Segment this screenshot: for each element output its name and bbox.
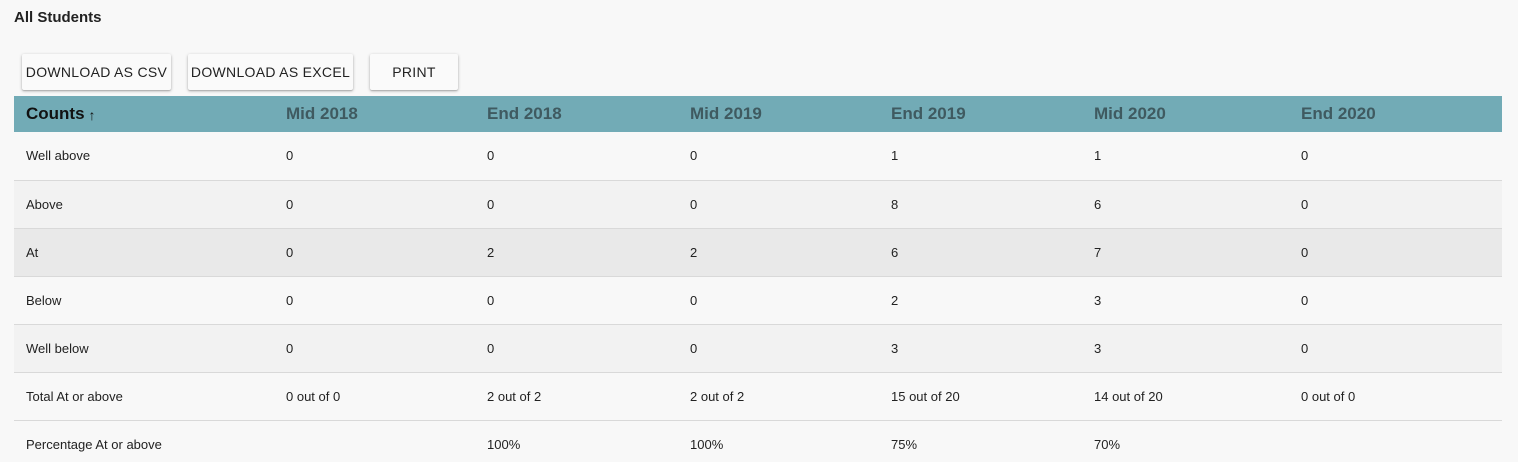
- column-header-end-2020[interactable]: End 2020: [1301, 104, 1376, 123]
- results-table: Counts ↑ Mid 2018 End 2018 Mid 2019 End 2…: [14, 96, 1502, 462]
- table-cell: 2 out of 2: [487, 388, 542, 404]
- row-label: Above: [26, 196, 63, 212]
- download-excel-button[interactable]: DOWNLOAD AS EXCEL: [188, 54, 353, 90]
- print-button[interactable]: PRINT: [370, 54, 458, 90]
- column-header-end-2019[interactable]: End 2019: [891, 104, 966, 123]
- table-cell: 2: [487, 244, 495, 260]
- table-cell: 1: [891, 148, 899, 164]
- column-header-mid-2019[interactable]: Mid 2019: [690, 104, 762, 123]
- sort-ascending-icon[interactable]: ↑: [88, 106, 96, 123]
- table-cell: 2: [891, 292, 899, 308]
- table-cell: 3: [891, 340, 899, 356]
- table-cell: 0: [1301, 244, 1309, 260]
- table-cell: 0: [487, 148, 495, 164]
- table-row: Well below 0 0 0 3 3 0: [14, 324, 1502, 372]
- table-cell: 0: [286, 148, 294, 164]
- table-cell: 8: [891, 196, 899, 212]
- column-header-label: Counts: [26, 104, 85, 123]
- table-row: Percentage At or above 100% 100% 75% 70%: [14, 420, 1502, 462]
- table-cell: 14 out of 20: [1094, 388, 1163, 404]
- row-label: At: [26, 244, 39, 260]
- row-label: Total At or above: [26, 388, 123, 404]
- table-cell: 0: [1301, 148, 1309, 164]
- table-cell: 3: [1094, 292, 1102, 308]
- column-header-mid-2020[interactable]: Mid 2020: [1094, 104, 1166, 123]
- table-cell: 7: [1094, 244, 1102, 260]
- table-cell: 3: [1094, 340, 1102, 356]
- table-row: Below 0 0 0 2 3 0: [14, 276, 1502, 324]
- table-cell: [1301, 420, 1502, 462]
- table-cell: 0: [286, 196, 294, 212]
- table-cell: 0 out of 0: [286, 388, 341, 404]
- table-cell: [286, 420, 487, 462]
- row-label: Well above: [26, 148, 91, 164]
- table-cell: 0: [286, 292, 294, 308]
- table-cell: 70%: [1094, 436, 1121, 452]
- table-cell: 2 out of 2: [690, 388, 745, 404]
- column-header-end-2018[interactable]: End 2018: [487, 104, 562, 123]
- table-cell: 0: [487, 292, 495, 308]
- table-cell: 0: [690, 148, 698, 164]
- table-cell: 0: [690, 196, 698, 212]
- table-cell: 0: [286, 244, 294, 260]
- table-cell: 0 out of 0: [1301, 388, 1356, 404]
- download-csv-button[interactable]: DOWNLOAD AS CSV: [22, 54, 171, 90]
- table-cell: 75%: [891, 436, 918, 452]
- row-label: Percentage At or above: [26, 436, 162, 452]
- table-row: At 0 2 2 6 7 0: [14, 228, 1502, 276]
- table-header-row: Counts ↑ Mid 2018 End 2018 Mid 2019 End 2…: [14, 96, 1502, 132]
- table-cell: 15 out of 20: [891, 388, 960, 404]
- table-cell: 1: [1094, 148, 1102, 164]
- page-title: All Students: [14, 9, 102, 26]
- column-header-mid-2018[interactable]: Mid 2018: [286, 104, 358, 123]
- table-cell: 100%: [487, 436, 521, 452]
- table-cell: 0: [1301, 292, 1309, 308]
- table-row: Above 0 0 0 8 6 0: [14, 180, 1502, 228]
- table-cell: 0: [487, 340, 495, 356]
- row-label: Below: [26, 292, 62, 308]
- column-header-counts[interactable]: Counts ↑: [14, 96, 286, 132]
- table-cell: 0: [690, 340, 698, 356]
- results-table-container: Counts ↑ Mid 2018 End 2018 Mid 2019 End 2…: [14, 96, 1502, 462]
- table-cell: 100%: [690, 436, 724, 452]
- table-cell: 0: [1301, 340, 1309, 356]
- table-row: Well above 0 0 0 1 1 0: [14, 132, 1502, 180]
- table-cell: 0: [286, 340, 294, 356]
- table-cell: 2: [690, 244, 698, 260]
- table-cell: 0: [487, 196, 495, 212]
- table-cell: 6: [1094, 196, 1102, 212]
- row-label: Well below: [26, 340, 89, 356]
- table-cell: 0: [690, 292, 698, 308]
- table-cell: 0: [1301, 196, 1309, 212]
- table-cell: 6: [891, 244, 899, 260]
- table-row: Total At or above 0 out of 0 2 out of 2 …: [14, 372, 1502, 420]
